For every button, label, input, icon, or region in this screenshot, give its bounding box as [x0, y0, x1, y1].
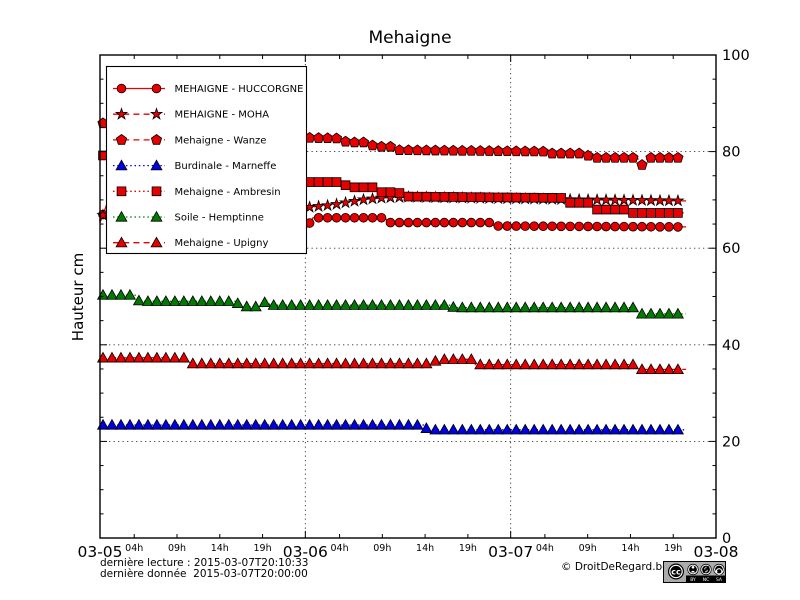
x-hour-label: 19h — [459, 543, 477, 554]
cc-badge-term: SA — [716, 577, 723, 583]
legend-label: MEHAIGNE - MOHA — [175, 110, 270, 121]
x-day-label: 03-08 — [693, 543, 738, 561]
y-tick-label: 20 — [722, 434, 740, 450]
axis-tick-labels: 03-05 03-06 03-07 03-08 04h 09h 14h 19h 04h 09h 14… — [77, 48, 749, 561]
axis-ticks — [99, 54, 717, 539]
y-axis-label: Hauteur cm — [69, 252, 87, 342]
x-hour-label: 14h — [416, 543, 434, 554]
legend-label: Mehaigne - Wanze — [175, 135, 267, 146]
cc-symbol-text: cc — [671, 568, 681, 577]
legend-label: Mehaigne - Ambresin — [175, 187, 281, 198]
legend-entry: Burdinale - Marneffe — [113, 159, 277, 172]
legend-entry: Mehaigne - Upigny — [113, 236, 269, 249]
x-hour-label: 04h — [536, 543, 554, 554]
cc-badge-term: NC — [703, 577, 710, 583]
x-hour-label: 09h — [579, 543, 597, 554]
last-reading-text: dernière lecture : 2015-03-07T20:10:33 — [100, 557, 309, 569]
x-hour-label: 04h — [125, 543, 143, 554]
series-soile-hemptinne — [96, 288, 687, 319]
legend-label: MEHAIGNE - HUCCORGNE — [175, 84, 304, 95]
cc-badge-term: BY — [690, 577, 696, 583]
legend-box — [105, 65, 308, 255]
legend-entry: Mehaigne - Ambresin — [113, 186, 281, 198]
x-hour-label: 19h — [664, 543, 682, 554]
y-tick-label: 100 — [722, 48, 750, 64]
x-day-label: 03-06 — [283, 543, 328, 561]
legend-label: Mehaigne - Upigny — [175, 238, 269, 249]
grid-lines — [100, 55, 716, 538]
x-hour-label: 14h — [211, 543, 229, 554]
legend-entry: Soile - Hemptinne — [113, 210, 264, 224]
footer-block: dernière lecture : 2015-03-07T20:10:33 d… — [100, 558, 308, 580]
chart-title: Mehaigne — [368, 28, 452, 48]
x-hour-label: 19h — [254, 543, 272, 554]
copyright-text: © DroitDeRegard.be — [561, 561, 669, 573]
legend-label: Soile - Hemptinne — [175, 213, 264, 224]
legend-entry: Mehaigne - Wanze — [113, 134, 267, 146]
x-day-label: 03-05 — [77, 543, 122, 561]
y-tick-label: 80 — [722, 145, 740, 161]
x-hour-label: 09h — [373, 543, 391, 554]
y-tick-label: 40 — [722, 338, 740, 354]
series-mehaigne-upigny — [96, 351, 687, 375]
x-day-label: 03-07 — [488, 543, 533, 561]
x-hour-label: 09h — [168, 543, 186, 554]
y-tick-label: 60 — [722, 241, 740, 257]
last-data-text: dernière donnée 2015-03-07T20:00:00 — [100, 568, 308, 580]
legend-entry: MEHAIGNE - HUCCORGNE — [113, 83, 304, 95]
legend-entry: MEHAIGNE - MOHA — [113, 107, 270, 121]
x-hour-label: 14h — [621, 543, 639, 554]
legend-label: Burdinale - Marneffe — [175, 161, 277, 172]
series-burdinale-marneffe — [96, 418, 687, 435]
legend: MEHAIGNE - HUCCORGNE MEHAIGNE - MOHA Mehai… — [105, 65, 308, 255]
x-hour-label: 04h — [331, 543, 349, 554]
y-tick-label: 0 — [722, 531, 731, 547]
